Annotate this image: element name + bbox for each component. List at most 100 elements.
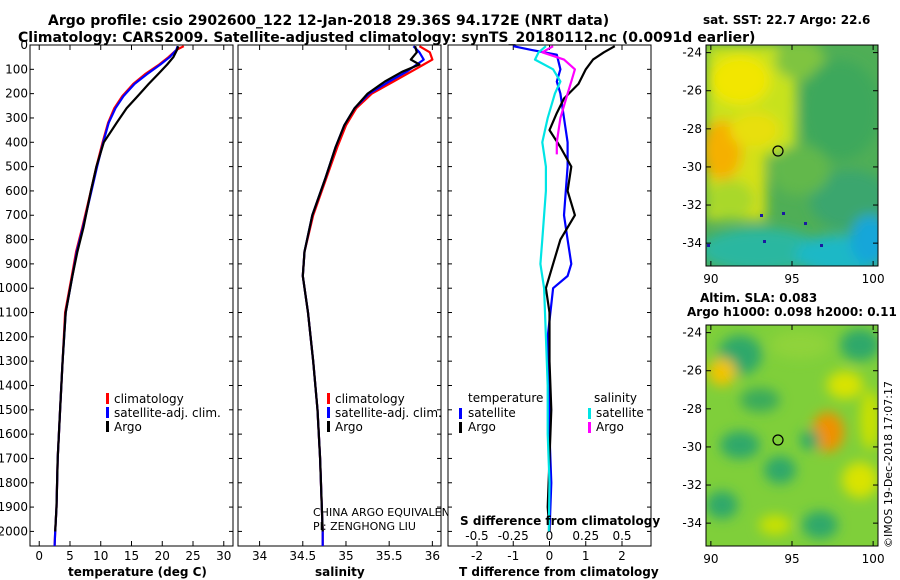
sla-x-tick-label: 100 <box>862 552 885 566</box>
sla-y-tick-label: -32 <box>682 478 702 492</box>
sla-y-tick-label: -30 <box>682 440 702 454</box>
sst-map: sat. SST: 22.7 Argo: 22.6 <box>682 13 885 286</box>
depth-tick-label: 500 <box>5 160 28 174</box>
diff-legend-temp-argo-swatch <box>459 422 462 433</box>
diff-legend-sal-sat-swatch <box>588 408 591 419</box>
sst-y-tick-label: -30 <box>682 160 702 174</box>
legend-satellite: satellite-adj. clim. <box>114 406 221 420</box>
temperature-xlabel: temperature (deg C) <box>68 565 207 579</box>
diff-legend-temp-sat: satellite <box>468 406 516 420</box>
legend-temperature-title: temperature <box>468 391 543 405</box>
s-diff-tick-label: 0.25 <box>572 529 599 543</box>
pi-note-line-2: PI: ZENGHONG LIU <box>313 520 416 533</box>
sla-argo-marker <box>772 434 784 446</box>
sla-field <box>706 325 878 546</box>
sla-x-tick-label: 95 <box>784 552 799 566</box>
sal-legend-climatology-swatch <box>327 393 330 404</box>
depth-tick-label: 1700 <box>0 451 28 465</box>
diff-legend-temp-sat-swatch <box>459 408 462 419</box>
sla-x-tick-label: 90 <box>703 552 718 566</box>
depth-tick-label: 1500 <box>0 403 28 417</box>
depth-tick-label: 2000 <box>0 524 28 538</box>
depth-tick-label: 1800 <box>0 476 28 490</box>
sla-label-1: Altim. SLA: 0.083 <box>700 291 817 305</box>
salinity-xlabel: salinity <box>315 565 365 579</box>
diff-x-tick-label: 2 <box>618 549 626 563</box>
title-line-1: Argo profile: csio 2902600_122 12-Jan-20… <box>48 13 610 29</box>
series-salinity-satellite <box>533 45 562 532</box>
depth-tick-label: 400 <box>5 135 28 149</box>
diff-legend-temp-argo: Argo <box>468 420 496 434</box>
depth-tick-label: 600 <box>5 184 28 198</box>
depth-tick-label: 800 <box>5 233 28 247</box>
sla-y-tick-label: -26 <box>682 364 702 378</box>
diff-legend-sal-argo: Argo <box>596 420 624 434</box>
sst-y-tick-label: -34 <box>682 236 702 250</box>
sst-y-tick-label: -32 <box>682 198 702 212</box>
pi-note-line-1: CHINA ARGO EQUIVALENT <box>313 506 457 519</box>
temp-x-tick-label: 10 <box>93 549 108 563</box>
diff-x-tick-label: -1 <box>507 549 519 563</box>
legend-climatology-swatch <box>106 393 109 404</box>
temperature-frame <box>29 44 234 547</box>
legend-climatology: climatology <box>114 392 184 406</box>
series-argo <box>54 45 180 532</box>
sal-x-tick-label: 34.5 <box>289 549 316 563</box>
s-diff-tick-label: -0.5 <box>465 529 488 543</box>
sal-legend-argo: Argo <box>335 420 363 434</box>
sal-x-tick-label: 35 <box>338 549 353 563</box>
difference-xlabel: T difference from climatology <box>459 565 659 579</box>
depth-tick-label: 1100 <box>0 306 28 320</box>
depth-tick-label: 100 <box>5 62 28 76</box>
depth-tick-label: 1300 <box>0 354 28 368</box>
sal-legend-argo-swatch <box>327 421 330 432</box>
sla-map: Altim. SLA: 0.083 Argo h1000: 0.098 h200… <box>682 291 896 566</box>
salinity-panel: 34 34.5 35 35.5 36 salinity climatology sate… <box>237 44 457 579</box>
s-diff-tick-label: 0 <box>546 529 554 543</box>
temp-x-tick-label: 30 <box>216 549 231 563</box>
salinity-frame <box>237 44 442 547</box>
sst-field <box>706 45 878 266</box>
legend-argo-swatch <box>106 421 109 432</box>
depth-tick-label: 900 <box>5 257 28 271</box>
sal-x-tick-label: 34 <box>252 549 267 563</box>
depth-tick-label: 300 <box>5 111 28 125</box>
series-temperature-argo <box>544 45 616 532</box>
temp-x-tick-label: 15 <box>124 549 139 563</box>
sla-label-2: Argo h1000: 0.098 h2000: 0.11 <box>687 305 897 319</box>
sst-y-tick-label: -26 <box>682 84 702 98</box>
series-argo <box>301 45 421 532</box>
depth-tick-label: 700 <box>5 208 28 222</box>
sla-y-tick-label: -34 <box>682 516 702 530</box>
diff-x-tick-label: -2 <box>471 549 483 563</box>
sst-y-tick-label: -24 <box>682 46 702 60</box>
legend-salinity-title: salinity <box>594 391 637 405</box>
temp-x-tick-label: 0 <box>35 549 43 563</box>
sst-x-tick-label: 95 <box>784 272 799 286</box>
sal-legend-satellite: satellite-adj. clim. <box>335 406 442 420</box>
sst-y-tick-label: -28 <box>682 122 702 136</box>
sal-legend-satellite-swatch <box>327 407 330 418</box>
diff-x-tick-label: 0 <box>546 549 554 563</box>
legend-satellite-swatch <box>106 407 109 418</box>
diff-x-tick-label: 1 <box>582 549 590 563</box>
series-salinity-argo <box>541 45 577 155</box>
depth-tick-label: 1400 <box>0 378 28 392</box>
title-line-2: Climatology: CARS2009. Satellite-adjuste… <box>18 30 756 46</box>
sst-argo-marker <box>772 145 784 157</box>
sst-label: sat. SST: 22.7 Argo: 22.6 <box>703 13 870 27</box>
depth-tick-label: 0 <box>20 38 28 52</box>
temp-x-tick-label: 20 <box>155 549 170 563</box>
depth-tick-label: 1900 <box>0 500 28 514</box>
depth-tick-label: 200 <box>5 87 28 101</box>
depth-tick-label: 1000 <box>0 281 28 295</box>
s-difference-label: S difference from climatology <box>460 514 660 528</box>
temperature-panel: 0100200300400500600700800900100011001200… <box>0 38 234 579</box>
depth-tick-label: 1600 <box>0 427 28 441</box>
temp-x-tick-label: 25 <box>185 549 200 563</box>
sal-x-tick-label: 36 <box>425 549 440 563</box>
sst-x-tick-label: 100 <box>862 272 885 286</box>
sst-x-tick-label: 90 <box>703 272 718 286</box>
depth-tick-label: 1200 <box>0 330 28 344</box>
